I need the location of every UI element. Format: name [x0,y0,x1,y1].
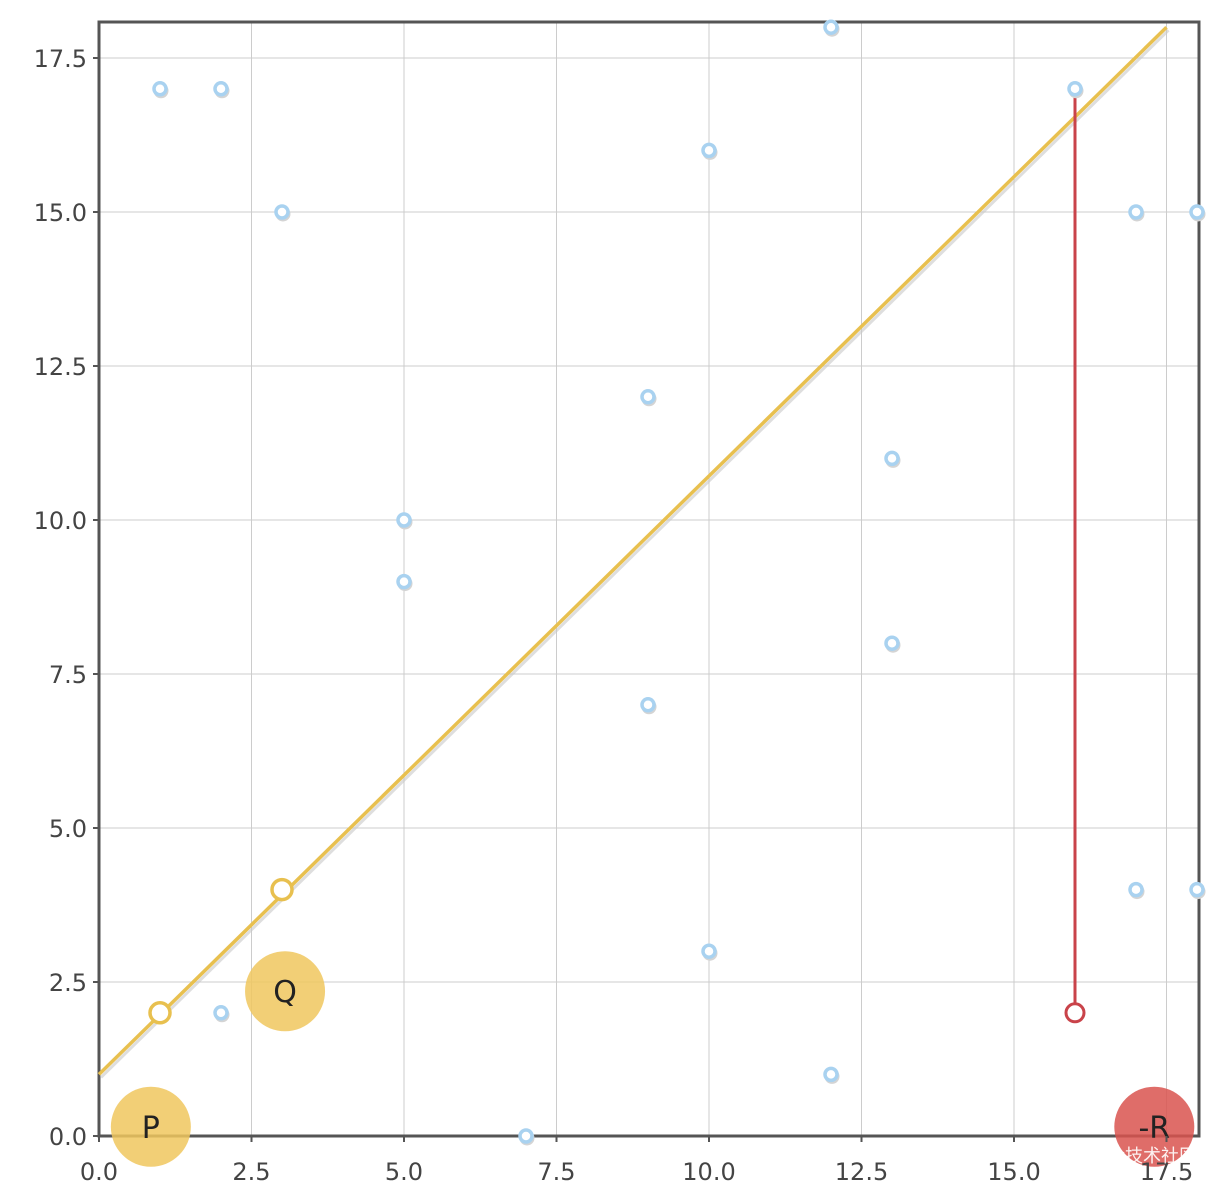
x-tick-label: 10.0 [682,1158,735,1186]
data-point [396,573,412,590]
data-point [213,81,229,97]
badge-p [110,1086,191,1167]
badges: P Q -R [110,951,1195,1167]
x-tick-label: 12.5 [835,1158,888,1186]
data-point [640,389,656,405]
x-tick-label: 5.0 [385,1158,423,1186]
x-tick-label: 0.0 [80,1158,118,1186]
y-tick-label: 2.5 [49,969,87,997]
y-tick-labels: 0.0 2.5 5.0 7.5 10.0 12.5 15.0 17.5 [34,45,99,1151]
data-point [1067,81,1083,97]
fit-line [97,25,1168,1076]
data-point [640,697,656,713]
data-point [213,1005,229,1021]
data-point [1128,204,1144,220]
fit-line-shadow [99,29,1170,1079]
y-tick-label: 15.0 [34,199,87,227]
data-point [701,142,717,159]
fit-line-group [97,25,1170,1079]
x-tick-label: 7.5 [537,1158,575,1186]
y-tick-label: 10.0 [34,507,87,535]
x-tick-label: 15.0 [987,1158,1040,1186]
badge-label: P [142,1111,160,1146]
plot-frame [97,20,1201,1138]
watermark: @稀土掘金技术社区 [1035,1146,1197,1167]
badge-label: Q [273,975,297,1010]
data-point [884,450,900,467]
residual-group [1064,88,1086,1024]
x-tick-label: 2.5 [232,1158,270,1186]
data-point [396,512,412,528]
data-point [1189,204,1205,220]
data-point [152,81,168,97]
data-point [1128,881,1144,898]
data-point [823,19,839,35]
y-tick-label: 7.5 [49,661,87,689]
data-point [701,943,717,959]
badge-label: -R [1138,1111,1170,1146]
x-tick-labels: 0.0 2.5 5.0 7.5 10.0 12.5 15.0 17.5 [80,1136,1193,1186]
y-tick-label: 0.0 [49,1123,87,1151]
line-point [148,1001,172,1025]
residual-endpoint [1064,1002,1086,1024]
y-tick-label: 12.5 [34,353,87,381]
line-point [270,877,294,902]
data-point [823,1066,839,1083]
data-point [1189,881,1205,898]
data-point [274,204,290,220]
data-points [152,19,1206,1146]
badge-q [245,951,326,1032]
y-tick-label: 17.5 [34,45,87,73]
y-tick-label: 5.0 [49,815,87,843]
badge-neg-r [1114,1086,1195,1167]
x-tick-label: 17.5 [1140,1158,1193,1186]
data-point [884,635,900,651]
data-point [518,1128,534,1144]
